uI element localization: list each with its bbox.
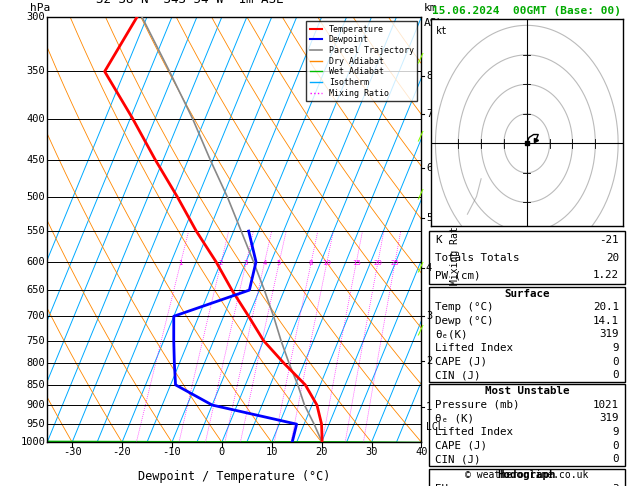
Text: θₑ (K): θₑ (K): [435, 414, 474, 423]
Text: 0: 0: [612, 441, 619, 451]
Text: 400: 400: [26, 114, 45, 123]
Text: Lifted Index: Lifted Index: [435, 427, 513, 437]
Text: 1.22: 1.22: [593, 270, 619, 280]
Text: 40: 40: [415, 447, 428, 456]
Text: km: km: [423, 3, 437, 13]
Text: 800: 800: [26, 359, 45, 368]
Text: 3: 3: [244, 260, 248, 266]
Bar: [429, 287, 625, 382]
Text: 750: 750: [26, 336, 45, 346]
Text: 8: 8: [309, 260, 313, 266]
Text: 850: 850: [26, 380, 45, 390]
Text: 5: 5: [277, 260, 281, 266]
Text: 20.1: 20.1: [593, 302, 619, 312]
Text: Most Unstable: Most Unstable: [484, 386, 569, 396]
Text: CAPE (J): CAPE (J): [435, 357, 487, 366]
Text: /: /: [416, 324, 424, 337]
Text: -20: -20: [113, 447, 131, 456]
Bar: [429, 384, 625, 466]
Text: 15.06.2024  00GMT (Base: 00): 15.06.2024 00GMT (Base: 00): [432, 6, 621, 16]
Text: 300: 300: [26, 12, 45, 22]
Text: /: /: [416, 261, 424, 274]
Text: 20: 20: [606, 253, 619, 262]
Text: 10: 10: [265, 447, 278, 456]
Text: θₑ(K): θₑ(K): [435, 330, 467, 339]
Text: hPa: hPa: [30, 3, 50, 13]
Text: 0: 0: [612, 454, 619, 464]
Text: -10: -10: [162, 447, 181, 456]
Text: 30: 30: [365, 447, 378, 456]
Text: ASL: ASL: [423, 17, 443, 28]
Text: 950: 950: [26, 419, 45, 429]
Text: /: /: [416, 52, 424, 65]
Text: 1021: 1021: [593, 400, 619, 410]
Text: Dewpoint / Temperature (°C): Dewpoint / Temperature (°C): [138, 470, 330, 483]
Text: 20: 20: [374, 260, 382, 266]
Text: 1: 1: [426, 402, 432, 412]
Text: 900: 900: [26, 400, 45, 410]
Bar: [429, 469, 625, 486]
Text: 319: 319: [599, 414, 619, 423]
Text: 1000: 1000: [20, 437, 45, 447]
Text: Mixing Ratio (g/kg): Mixing Ratio (g/kg): [450, 174, 460, 285]
Text: 25: 25: [391, 260, 399, 266]
Text: 2: 2: [426, 356, 432, 366]
Text: PW (cm): PW (cm): [435, 270, 481, 280]
Text: -21: -21: [599, 235, 619, 245]
Text: kt: kt: [435, 26, 447, 36]
Text: 0: 0: [219, 447, 225, 456]
Text: CAPE (J): CAPE (J): [435, 441, 487, 451]
Text: Hodograph: Hodograph: [498, 470, 556, 480]
Text: 4: 4: [262, 260, 267, 266]
Text: 4: 4: [426, 262, 432, 273]
Text: 20: 20: [315, 447, 328, 456]
Text: 450: 450: [26, 155, 45, 165]
Text: 3: 3: [426, 311, 432, 321]
Text: /: /: [416, 188, 424, 201]
Text: 14.1: 14.1: [593, 316, 619, 326]
Text: K: K: [435, 235, 442, 245]
Text: 6: 6: [426, 163, 432, 173]
Text: 10: 10: [322, 260, 331, 266]
Text: 3: 3: [612, 484, 619, 486]
Text: 600: 600: [26, 257, 45, 267]
Text: -30: -30: [63, 447, 82, 456]
Text: Temp (°C): Temp (°C): [435, 302, 493, 312]
Text: 319: 319: [599, 330, 619, 339]
Text: /: /: [416, 130, 424, 142]
Text: 700: 700: [26, 311, 45, 321]
Text: 15: 15: [352, 260, 360, 266]
Text: 5: 5: [426, 213, 432, 223]
Bar: [429, 231, 625, 284]
Text: 32°38'N  343°54'W  1m ASL: 32°38'N 343°54'W 1m ASL: [96, 0, 283, 6]
Text: 350: 350: [26, 67, 45, 76]
Text: Totals Totals: Totals Totals: [435, 253, 520, 262]
Text: 0: 0: [612, 370, 619, 380]
Text: 650: 650: [26, 285, 45, 295]
Text: Dewp (°C): Dewp (°C): [435, 316, 493, 326]
Text: 8: 8: [426, 71, 432, 82]
Text: Pressure (mb): Pressure (mb): [435, 400, 520, 410]
Text: EH: EH: [435, 484, 448, 486]
Text: 1: 1: [179, 260, 183, 266]
Legend: Temperature, Dewpoint, Parcel Trajectory, Dry Adiabat, Wet Adiabat, Isotherm, Mi: Temperature, Dewpoint, Parcel Trajectory…: [306, 21, 417, 101]
Text: CIN (J): CIN (J): [435, 370, 481, 380]
Text: 9: 9: [612, 427, 619, 437]
Text: 7: 7: [426, 109, 432, 119]
Text: Surface: Surface: [504, 289, 550, 298]
Text: CIN (J): CIN (J): [435, 454, 481, 464]
Text: 0: 0: [612, 357, 619, 366]
Text: LCL: LCL: [426, 422, 443, 432]
Text: Lifted Index: Lifted Index: [435, 343, 513, 353]
Text: 500: 500: [26, 192, 45, 203]
Text: 550: 550: [26, 226, 45, 236]
Text: © weatheronline.co.uk: © weatheronline.co.uk: [465, 470, 589, 480]
Text: 9: 9: [612, 343, 619, 353]
Text: 2: 2: [219, 260, 223, 266]
